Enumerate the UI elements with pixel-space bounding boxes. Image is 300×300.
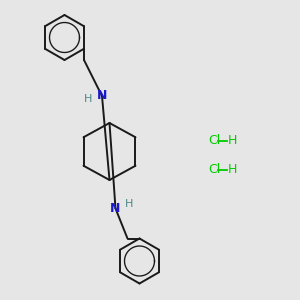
Text: H: H xyxy=(228,163,237,176)
Text: H: H xyxy=(125,199,133,209)
Text: H: H xyxy=(228,134,237,148)
Text: Cl: Cl xyxy=(208,163,221,176)
Text: Cl: Cl xyxy=(208,134,221,148)
Text: N: N xyxy=(110,202,121,215)
Text: H: H xyxy=(84,94,93,104)
Text: N: N xyxy=(97,89,107,103)
